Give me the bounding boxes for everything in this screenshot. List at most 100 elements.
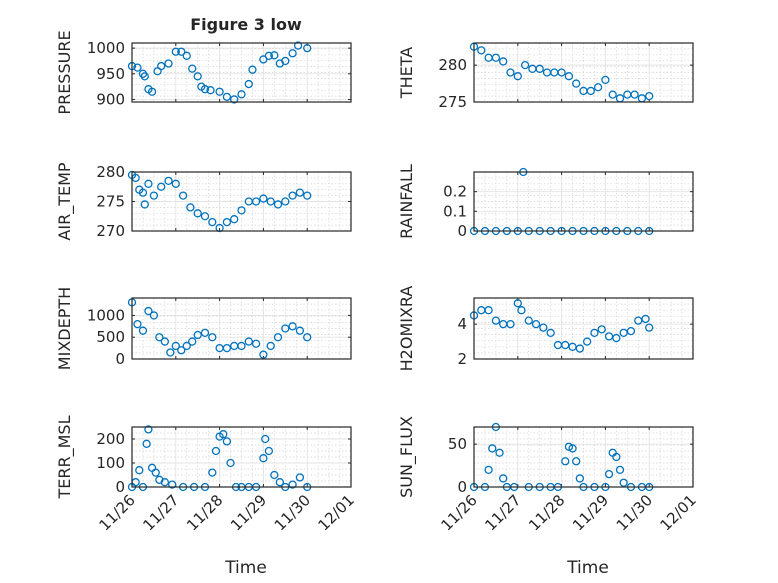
x-axis-title-left: Time xyxy=(224,558,267,578)
x-axis-title-right: Time xyxy=(566,558,609,578)
data-point xyxy=(171,341,180,351)
data-point xyxy=(641,314,650,324)
figure-title: Figure 3 low xyxy=(190,15,302,34)
axes-box xyxy=(131,297,352,360)
data-point xyxy=(295,188,305,197)
data-point xyxy=(281,324,290,333)
y-tick-label: 280 xyxy=(96,163,125,181)
data-point xyxy=(151,468,160,477)
data-point xyxy=(604,332,614,341)
data-point xyxy=(208,468,217,477)
y-tick-label: 0.2 xyxy=(443,183,467,201)
data-point xyxy=(261,434,270,444)
subplot-4: 0 0.10.2 RAINFALL xyxy=(397,164,694,240)
data-point xyxy=(193,209,202,218)
data-point xyxy=(615,465,625,475)
data-point xyxy=(491,316,501,325)
data-point xyxy=(144,179,153,188)
data-point xyxy=(281,197,290,206)
data-point xyxy=(586,86,595,96)
data-point xyxy=(572,457,581,466)
data-point xyxy=(144,306,153,316)
y-tick-label: 950 xyxy=(96,65,125,83)
data-point xyxy=(288,480,297,489)
data-point xyxy=(177,47,186,56)
data-point xyxy=(208,217,217,227)
data-point xyxy=(160,337,170,346)
data-point xyxy=(568,444,577,453)
data-point xyxy=(142,439,151,448)
y-tick-label: 500 xyxy=(96,328,125,346)
y-tick-label: 0 xyxy=(115,350,125,368)
subplot-2: 275 280 THETA xyxy=(397,42,694,111)
y-tick-label: 0.1 xyxy=(443,202,467,220)
data-point xyxy=(251,339,261,348)
y-axis-label: THETA xyxy=(397,47,416,99)
data-point xyxy=(564,72,574,81)
data-point xyxy=(193,72,202,81)
data-point xyxy=(178,191,188,200)
data-point xyxy=(244,337,253,346)
data-point xyxy=(273,200,283,209)
y-tick-label: 4 xyxy=(457,315,467,333)
data-point xyxy=(604,469,614,479)
data-point xyxy=(259,454,268,463)
data-point xyxy=(561,340,570,350)
data-point xyxy=(171,47,180,56)
data-point xyxy=(166,348,175,357)
data-point xyxy=(237,341,246,351)
data-point xyxy=(546,328,555,338)
data-point xyxy=(211,446,221,456)
axes-box xyxy=(473,42,694,103)
data-point xyxy=(149,191,159,200)
data-point xyxy=(634,316,643,325)
data-point xyxy=(188,337,197,346)
data-point xyxy=(531,319,541,329)
y-tick-label: 270 xyxy=(96,222,125,240)
y-axis-label: SUN_FLUX xyxy=(397,416,417,498)
data-point xyxy=(275,478,284,487)
data-point xyxy=(188,64,197,73)
data-point xyxy=(193,330,202,340)
subplot-6: 2 4 H2OMIXRA xyxy=(397,286,694,372)
axes-box xyxy=(473,426,694,488)
data-point xyxy=(200,85,210,94)
data-point xyxy=(293,41,303,50)
data-point xyxy=(222,437,232,446)
data-point xyxy=(177,346,186,355)
data-point xyxy=(167,480,177,489)
data-point xyxy=(619,478,628,487)
data-point xyxy=(222,92,232,102)
data-point xyxy=(488,444,497,453)
data-point xyxy=(133,319,142,329)
data-point xyxy=(295,326,305,335)
axes-box xyxy=(131,42,352,103)
subplot-3: 270 275 280 AIR_TEMP xyxy=(55,162,352,241)
y-tick-label: 1000 xyxy=(87,306,125,324)
subplot-1: 900 950 1000 PRESSURE xyxy=(55,30,352,115)
data-point xyxy=(138,326,148,335)
data-point xyxy=(583,337,592,346)
data-point xyxy=(182,51,191,60)
data-point xyxy=(248,65,257,74)
data-point xyxy=(506,319,515,329)
data-point xyxy=(568,342,577,351)
y-tick-label: 0 xyxy=(457,478,467,496)
y-tick-label: 0 xyxy=(115,478,125,496)
data-point xyxy=(237,206,246,215)
y-tick-label: 2 xyxy=(457,350,467,368)
data-point xyxy=(626,326,636,336)
data-point xyxy=(157,61,166,71)
data-point xyxy=(572,79,581,88)
axes-box xyxy=(131,171,352,232)
y-tick-label: 280 xyxy=(438,56,467,74)
data-point xyxy=(149,311,159,320)
data-point xyxy=(535,64,544,73)
data-point xyxy=(575,474,584,483)
data-point xyxy=(164,176,173,186)
data-point xyxy=(157,182,166,191)
y-axis-label: H2OMIXRA xyxy=(397,286,416,372)
data-point xyxy=(601,75,610,85)
y-axis-label: AIR_TEMP xyxy=(55,162,75,240)
